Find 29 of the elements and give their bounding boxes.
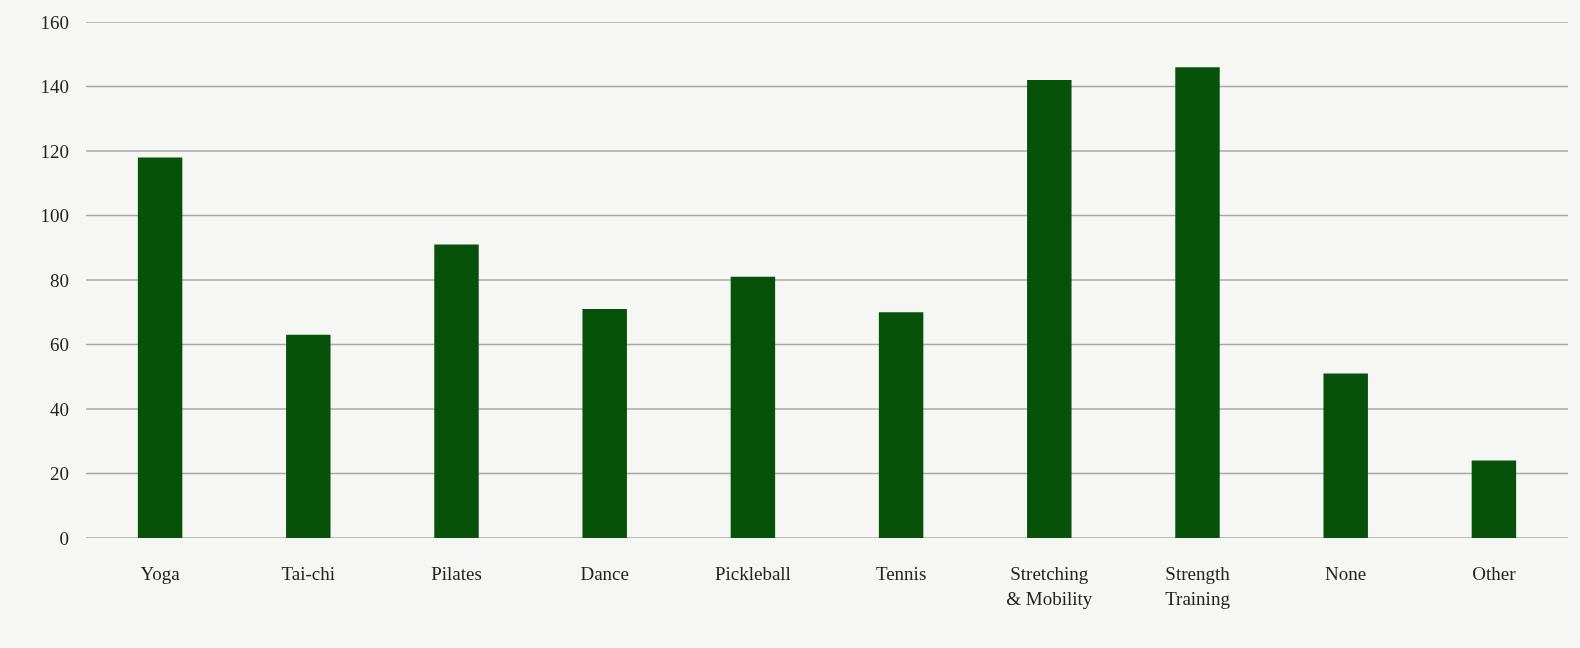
bar [286, 334, 331, 538]
y-tick-label: 120 [40, 140, 69, 162]
y-tick-label: 0 [59, 527, 69, 549]
y-tick-label: 80 [50, 269, 69, 291]
x-tick-label: Tennis [875, 563, 927, 584]
y-tick-label: 140 [40, 76, 69, 98]
x-tick-label: Dance [580, 563, 629, 584]
bar [434, 244, 479, 538]
bar [1471, 460, 1517, 538]
x-tick-label: Tai-chi [281, 563, 336, 584]
x-tick-label: Pickleball [714, 563, 791, 584]
x-tick-label: Stretching & Mobility [1006, 563, 1093, 609]
y-tick-label: 20 [50, 463, 69, 485]
x-tick-label: Strength Training [1165, 563, 1231, 609]
x-tick-label: None [1325, 563, 1367, 584]
x-tick-label: Yoga [140, 563, 181, 584]
x-tick-label: Pilates [431, 563, 482, 584]
y-tick-label: 160 [40, 11, 69, 33]
bar [137, 157, 183, 538]
bar [1323, 373, 1368, 538]
y-tick-label: 100 [40, 205, 69, 227]
bar [582, 309, 627, 538]
x-tick-label: Other [1472, 563, 1517, 584]
bar [1027, 80, 1072, 538]
y-tick-label: 60 [50, 334, 69, 356]
bar [730, 276, 776, 538]
y-tick-label: 40 [50, 398, 69, 420]
bar [1175, 67, 1220, 538]
bar [878, 312, 924, 538]
